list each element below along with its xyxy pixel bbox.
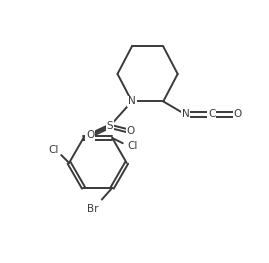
Text: C: C — [208, 109, 215, 119]
Text: O: O — [126, 127, 135, 136]
Text: Cl: Cl — [128, 141, 138, 151]
Text: Cl: Cl — [48, 145, 59, 155]
Text: Br: Br — [87, 204, 98, 214]
Text: N: N — [128, 97, 136, 107]
Text: O: O — [86, 130, 94, 140]
Text: O: O — [234, 109, 242, 119]
Text: N: N — [182, 109, 189, 119]
Text: S: S — [106, 121, 113, 131]
